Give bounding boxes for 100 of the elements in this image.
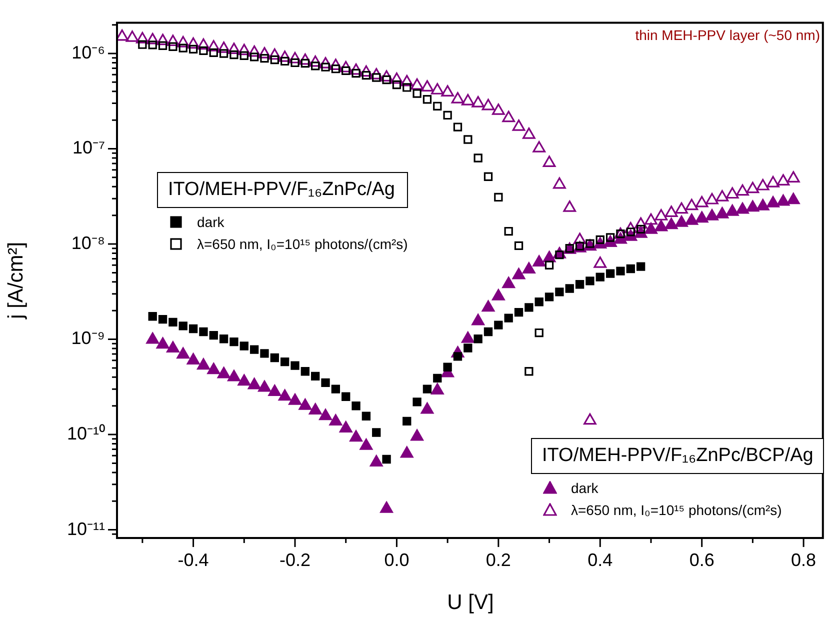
point	[422, 384, 432, 394]
x-tick-label: 0.0	[384, 550, 410, 570]
point	[219, 334, 228, 344]
point	[544, 292, 554, 302]
point	[474, 334, 482, 344]
point	[158, 41, 168, 50]
point	[524, 367, 534, 376]
point	[188, 44, 198, 54]
point	[575, 280, 584, 289]
x-tick-label: 0.2	[486, 550, 511, 570]
point	[443, 110, 452, 120]
point	[352, 402, 360, 410]
point	[402, 416, 412, 426]
point	[534, 328, 544, 338]
point	[362, 412, 371, 420]
legend-label: λ=650 nm, I₀=10¹⁵ photons/(cm²s)	[197, 236, 408, 252]
point	[464, 344, 472, 352]
point	[178, 322, 188, 330]
point	[362, 70, 371, 80]
point	[158, 314, 168, 324]
point	[636, 262, 646, 271]
legend-label: dark	[571, 480, 598, 496]
point	[494, 320, 503, 330]
x-tick-label: 0.4	[588, 550, 613, 570]
point	[514, 308, 524, 317]
point	[616, 266, 625, 276]
annotation: ITO/MEH-PPV/F₁₆ZnPc/BCP/Ag	[531, 438, 824, 474]
point	[290, 361, 300, 370]
point	[270, 353, 279, 362]
point	[402, 83, 412, 92]
point	[626, 264, 635, 274]
point	[250, 52, 259, 62]
point	[260, 349, 269, 358]
x-tick-label: -0.2	[279, 550, 311, 570]
point	[433, 102, 442, 110]
y-tick-label: 10⁻⁶	[72, 42, 105, 62]
point	[474, 154, 482, 162]
y-axis-title: j [A/cm²]	[4, 242, 28, 320]
point	[331, 384, 340, 394]
point	[382, 454, 391, 464]
annotation: ITO/MEH-PPV/F₁₆ZnPc/Ag	[157, 172, 408, 208]
point	[199, 46, 208, 56]
point	[412, 89, 422, 98]
point	[148, 40, 157, 50]
x-tick-label: -0.4	[178, 550, 209, 570]
y-tick-label: 10⁻¹⁰	[66, 424, 105, 444]
legend-label: dark	[197, 214, 224, 230]
point	[321, 62, 330, 72]
y-tick-label: 10⁻⁷	[72, 138, 105, 158]
point	[240, 51, 248, 60]
x-tick-label: 0.6	[689, 550, 714, 570]
point	[504, 226, 513, 236]
point	[352, 68, 360, 78]
point	[586, 276, 594, 286]
y-tick-label: 10⁻⁹	[71, 328, 105, 348]
point	[412, 398, 422, 406]
point	[230, 337, 238, 346]
point	[280, 56, 290, 66]
point	[270, 55, 279, 64]
point	[544, 260, 554, 270]
point	[453, 352, 462, 361]
point	[260, 54, 269, 63]
point	[311, 62, 320, 70]
point	[494, 192, 503, 202]
point	[534, 298, 544, 306]
point	[464, 135, 472, 144]
x-tick-label: 0.8	[791, 550, 816, 570]
point	[331, 64, 340, 74]
y-tick-label: 10⁻⁸	[71, 232, 105, 253]
point	[596, 272, 604, 282]
point	[148, 312, 157, 321]
point	[382, 75, 391, 84]
point	[290, 58, 300, 68]
point	[433, 374, 442, 383]
point	[555, 288, 564, 296]
point	[178, 44, 188, 52]
point	[199, 327, 208, 336]
point	[524, 303, 534, 312]
point	[342, 392, 350, 401]
point	[565, 284, 574, 293]
annotation: thin MEH-PPV layer (~50 nm)	[635, 27, 820, 43]
point	[372, 428, 381, 437]
point	[443, 362, 452, 372]
point	[606, 269, 615, 278]
point	[188, 324, 198, 334]
x-axis-title: U [V]	[447, 591, 494, 614]
point	[392, 80, 402, 90]
point	[484, 327, 493, 336]
point	[342, 66, 350, 76]
point	[209, 48, 218, 58]
point	[209, 330, 218, 340]
point	[311, 372, 320, 380]
point	[422, 95, 432, 104]
point	[321, 378, 330, 388]
point	[219, 49, 228, 58]
point	[168, 42, 178, 51]
y-tick-label: 10⁻¹¹	[66, 518, 105, 539]
point	[504, 314, 513, 322]
point	[280, 357, 290, 366]
point	[300, 367, 310, 376]
